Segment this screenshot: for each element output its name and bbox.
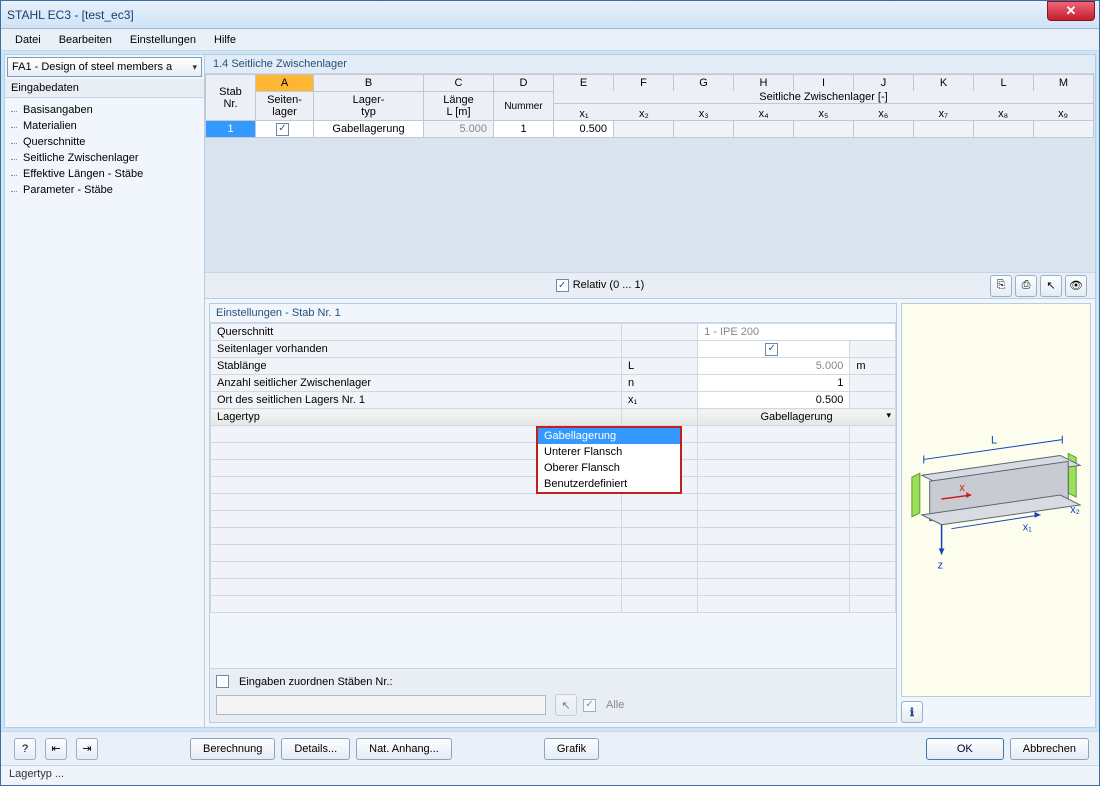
checkbox-icon[interactable]	[765, 343, 778, 356]
pick-icon[interactable]: ↖	[1040, 275, 1062, 297]
assign-checkbox[interactable]	[216, 675, 229, 688]
lagertyp-dropdown[interactable]: Gabellagerung	[698, 409, 896, 426]
dropdown-option[interactable]: Gabellagerung	[538, 428, 680, 444]
svg-text:x₂: x₂	[1070, 504, 1080, 516]
checkbox-icon[interactable]	[276, 123, 289, 136]
dropdown-option[interactable]: Unterer Flansch	[538, 444, 680, 460]
left-panel: FA1 - Design of steel members a Eingabed…	[5, 55, 205, 727]
data-grid[interactable]: Stab Nr. A B C D E F G H I J K L	[205, 74, 1094, 138]
tree-item[interactable]: Effektive Längen - Stäbe	[5, 166, 204, 182]
excel-import-icon[interactable]: ⎙	[1015, 275, 1037, 297]
button-bar: ? ⇤ ⇥ Berechnung Details... Nat. Anhang.…	[1, 731, 1099, 765]
settings-panel: Einstellungen - Stab Nr. 1 Querschnitt1 …	[209, 303, 897, 723]
info-button[interactable]: ℹ	[901, 701, 923, 723]
svg-text:z: z	[938, 559, 943, 571]
prev-button[interactable]: ⇤	[45, 738, 67, 760]
tree-item[interactable]: Seitliche Zwischenlager	[5, 150, 204, 166]
dropdown-option[interactable]: Oberer Flansch	[538, 460, 680, 476]
relativ-checkbox[interactable]	[556, 279, 569, 292]
tree-item[interactable]: Basisangaben	[5, 102, 204, 118]
settings-footer: Eingaben zuordnen Stäben Nr.: ↖ Alle	[210, 668, 896, 722]
tree-item[interactable]: Materialien	[5, 118, 204, 134]
table-row[interactable]: 1 Gabellagerung 5.000 1 0.500	[206, 121, 1094, 138]
dropdown-option[interactable]: Benutzerdefiniert	[538, 476, 680, 492]
nav-tree: Basisangaben Materialien Querschnitte Se…	[5, 98, 204, 202]
dropdown-list[interactable]: Gabellagerung Unterer Flansch Oberer Fla…	[536, 426, 682, 494]
content-area: FA1 - Design of steel members a Eingabed…	[4, 54, 1096, 728]
grid-area: Stab Nr. A B C D E F G H I J K L	[205, 74, 1095, 299]
menu-file[interactable]: Datei	[7, 32, 49, 48]
ok-button[interactable]: OK	[926, 738, 1004, 760]
anhang-button[interactable]: Nat. Anhang...	[356, 738, 452, 760]
app-window: STAHL EC3 - [test_ec3] ✕ Datei Bearbeite…	[0, 0, 1100, 786]
tree-item[interactable]: Parameter - Stäbe	[5, 182, 204, 198]
berechnung-button[interactable]: Berechnung	[190, 738, 275, 760]
load-case-combo[interactable]: FA1 - Design of steel members a	[7, 57, 202, 77]
next-button[interactable]: ⇥	[76, 738, 98, 760]
menu-help[interactable]: Hilfe	[206, 32, 244, 48]
help-button[interactable]: ?	[14, 738, 36, 760]
window-title: STAHL EC3 - [test_ec3]	[7, 8, 134, 22]
excel-export-icon[interactable]: ⎘	[990, 275, 1012, 297]
main-panel: 1.4 Seitliche Zwischenlager Stab Nr. A B…	[205, 55, 1095, 727]
pick-member-icon[interactable]: ↖	[555, 694, 577, 716]
details-button[interactable]: Details...	[281, 738, 350, 760]
lower-area: Einstellungen - Stab Nr. 1 Querschnitt1 …	[205, 299, 1095, 727]
tree-item[interactable]: Querschnitte	[5, 134, 204, 150]
svg-text:L: L	[991, 435, 997, 447]
grid-scroll[interactable]: Stab Nr. A B C D E F G H I J K L	[205, 74, 1095, 272]
titlebar: STAHL EC3 - [test_ec3] ✕	[1, 1, 1099, 29]
beam-preview: L x x₁ x₂	[901, 303, 1091, 697]
statusbar: Lagertyp ...	[1, 765, 1099, 785]
menu-settings[interactable]: Einstellungen	[122, 32, 204, 48]
menubar: Datei Bearbeiten Einstellungen Hilfe	[1, 29, 1099, 51]
settings-title: Einstellungen - Stab Nr. 1	[210, 304, 896, 322]
property-grid: Querschnitt1 - IPE 200 Seitenlager vorha…	[210, 322, 896, 668]
tree-header: Eingabedaten	[5, 79, 204, 98]
grid-footer: Relativ (0 ... 1) ⎘ ⎙ ↖ 👁	[205, 272, 1095, 298]
grafik-button[interactable]: Grafik	[544, 738, 599, 760]
assign-input[interactable]	[216, 695, 546, 715]
section-title: 1.4 Seitliche Zwischenlager	[205, 55, 1095, 74]
menu-edit[interactable]: Bearbeiten	[51, 32, 120, 48]
alle-checkbox[interactable]	[583, 699, 596, 712]
svg-text:x₁: x₁	[1023, 522, 1032, 534]
abbrechen-button[interactable]: Abbrechen	[1010, 738, 1089, 760]
view-icon[interactable]: 👁	[1065, 275, 1087, 297]
svg-text:x: x	[959, 482, 965, 494]
close-button[interactable]: ✕	[1047, 1, 1095, 21]
preview-panel: L x x₁ x₂	[901, 303, 1091, 723]
